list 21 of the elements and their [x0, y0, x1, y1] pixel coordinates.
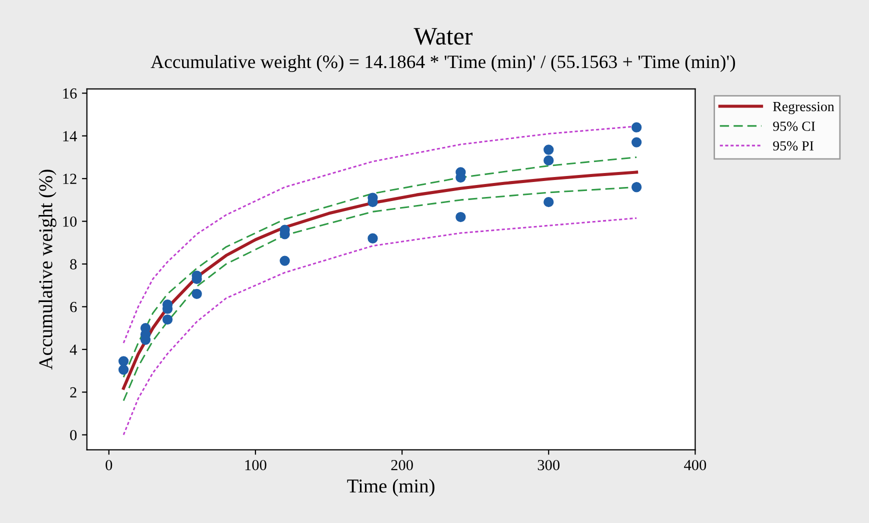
x-axis-title: Time (min): [347, 478, 434, 497]
y-tick-label: 12: [63, 174, 76, 184]
x-tick-label: 200: [391, 460, 413, 470]
legend-label: 95% CI: [773, 122, 815, 131]
y-tick-label: 4: [70, 344, 77, 355]
y-tick-label: 10: [63, 216, 77, 227]
legend-label: Regression: [773, 102, 834, 114]
x-tick-label: 400: [684, 460, 706, 470]
x-tick-label: 100: [245, 460, 266, 470]
y-tick-label: 6: [70, 302, 77, 312]
y-tick-label: 2: [70, 387, 76, 398]
chart-subtitle: Accumulative weight (%) = 14.1864 * 'Time (min)' / (55.1563 + 'Time (min)'): [150, 54, 736, 72]
x-tick-label: 0: [106, 460, 112, 470]
y-tick-label: 14: [63, 131, 77, 142]
x-tick-label: 300: [538, 460, 560, 470]
y-tick-label: 8: [70, 259, 77, 270]
legend-label: 95% PI: [773, 141, 814, 151]
y-axis-title: Accumulative weight (%): [38, 170, 56, 370]
y-tick-label: 0: [70, 430, 77, 440]
chart-title: Water: [414, 28, 472, 45]
y-tick-label: 16: [63, 88, 77, 99]
